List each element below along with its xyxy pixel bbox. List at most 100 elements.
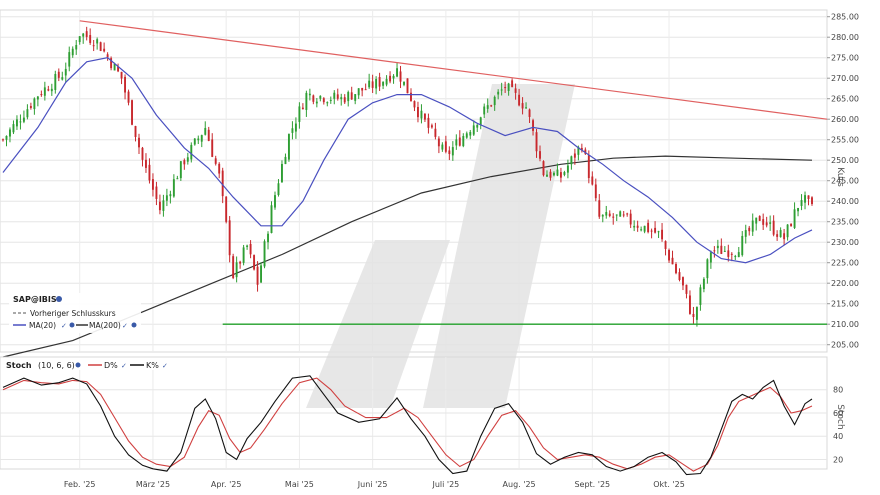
candle-body bbox=[451, 147, 454, 156]
candle-body bbox=[633, 225, 636, 228]
legend-ma20-settings-icon[interactable] bbox=[69, 322, 75, 328]
candle-body bbox=[96, 39, 99, 44]
candle-body bbox=[396, 68, 398, 77]
legend-prevclose-label: Vorheriger Schlusskurs bbox=[30, 309, 116, 318]
candle-body bbox=[71, 48, 74, 56]
candle-body bbox=[636, 225, 639, 228]
candle-body bbox=[197, 138, 200, 141]
legend-ma20-check-icon[interactable]: ✓ bbox=[61, 322, 67, 330]
candle-body bbox=[64, 68, 67, 76]
candle-body bbox=[92, 45, 95, 47]
candle-body bbox=[807, 195, 810, 199]
candle-body bbox=[260, 265, 263, 283]
candle-body bbox=[559, 172, 562, 178]
candle-body bbox=[54, 73, 57, 90]
candle-body bbox=[657, 231, 660, 233]
candle-body bbox=[688, 295, 691, 314]
candle-body bbox=[294, 123, 297, 132]
candle-body bbox=[650, 230, 653, 232]
ma200-line bbox=[2, 155, 813, 358]
candle-body bbox=[138, 137, 140, 148]
candle-body bbox=[654, 227, 657, 233]
candle-body bbox=[145, 159, 147, 168]
stoch-k-check-icon[interactable]: ✓ bbox=[162, 362, 168, 370]
candle-body bbox=[539, 151, 541, 159]
candle-body bbox=[228, 220, 231, 256]
candle-body bbox=[26, 109, 29, 118]
price-y-tick-label: 265.00 bbox=[831, 95, 859, 104]
price-panel: 205.00 210.00 215.00 220.00 225.00 230.00 235.… bbox=[0, 9, 859, 408]
candle-body bbox=[427, 117, 430, 128]
price-y-tick-label: 230.00 bbox=[831, 238, 859, 247]
candle-body bbox=[291, 128, 294, 133]
candle-body bbox=[737, 252, 740, 258]
candle-body bbox=[287, 134, 290, 160]
price-y-tick-label: 270.00 bbox=[831, 74, 859, 83]
candle-body bbox=[190, 144, 193, 160]
legend-ma200-settings-icon[interactable] bbox=[131, 322, 137, 328]
candle-body bbox=[382, 81, 385, 86]
candle-body bbox=[511, 80, 514, 87]
candle-body bbox=[626, 213, 629, 215]
candle-body bbox=[615, 214, 618, 216]
candle-body bbox=[193, 138, 196, 145]
candle-body bbox=[573, 153, 576, 158]
candle-body bbox=[783, 233, 786, 240]
candle-body bbox=[368, 80, 371, 88]
candle-body bbox=[765, 222, 768, 226]
candle-body bbox=[476, 124, 479, 128]
candle-body bbox=[50, 88, 53, 92]
price-y-tick-label: 225.00 bbox=[831, 259, 859, 268]
candle-body bbox=[155, 186, 158, 199]
candle-body bbox=[713, 250, 716, 252]
candle-body bbox=[357, 88, 360, 96]
candle-body bbox=[183, 160, 186, 165]
candle-body bbox=[675, 264, 677, 274]
candle-body bbox=[692, 313, 695, 317]
candle-body bbox=[106, 54, 109, 58]
candle-body bbox=[504, 87, 507, 89]
stoch-line-d bbox=[2, 377, 813, 472]
price-y-tick-label: 280.00 bbox=[831, 33, 859, 42]
legend-ma200-check-icon[interactable]: ✓ bbox=[122, 322, 128, 330]
candle-body bbox=[448, 150, 451, 155]
candle-body bbox=[124, 76, 127, 93]
candle-body bbox=[361, 87, 364, 91]
candle-body bbox=[793, 209, 796, 228]
candle-body bbox=[162, 200, 165, 211]
candle-body bbox=[525, 107, 528, 109]
candle-body bbox=[430, 125, 433, 128]
candle-body bbox=[417, 106, 419, 118]
candle-body bbox=[629, 213, 632, 225]
candle-body bbox=[33, 98, 36, 110]
candle-body bbox=[434, 128, 437, 137]
candle-body bbox=[622, 214, 625, 216]
candle-body bbox=[158, 201, 161, 211]
candle-body bbox=[301, 107, 304, 110]
candle-body bbox=[214, 158, 217, 164]
price-y-tick-label: 260.00 bbox=[831, 115, 859, 124]
candle-body bbox=[354, 94, 357, 101]
stoch-legend-box bbox=[2, 358, 168, 370]
candle-body bbox=[218, 163, 221, 174]
candle-body bbox=[556, 169, 559, 176]
stoch-settings-icon[interactable] bbox=[75, 362, 81, 368]
candle-body bbox=[204, 127, 207, 135]
candle-body bbox=[758, 216, 761, 221]
stoch-y-tick-label: 60 bbox=[833, 409, 843, 418]
candle-body bbox=[455, 139, 458, 146]
candle-body bbox=[521, 103, 524, 109]
candle-body bbox=[270, 205, 273, 233]
candle-body bbox=[472, 125, 475, 135]
stoch-d-check-icon[interactable]: ✓ bbox=[121, 362, 127, 370]
candle-body bbox=[709, 252, 712, 263]
legend-title-icon[interactable] bbox=[56, 296, 62, 302]
candle-body bbox=[584, 149, 587, 154]
candle-body bbox=[253, 255, 256, 270]
x-tick-label: Apr. '25 bbox=[211, 480, 242, 489]
candle-body bbox=[399, 71, 402, 82]
candle-body bbox=[734, 256, 737, 258]
candle-body bbox=[685, 284, 688, 294]
price-y-tick-label: 215.00 bbox=[831, 300, 859, 309]
